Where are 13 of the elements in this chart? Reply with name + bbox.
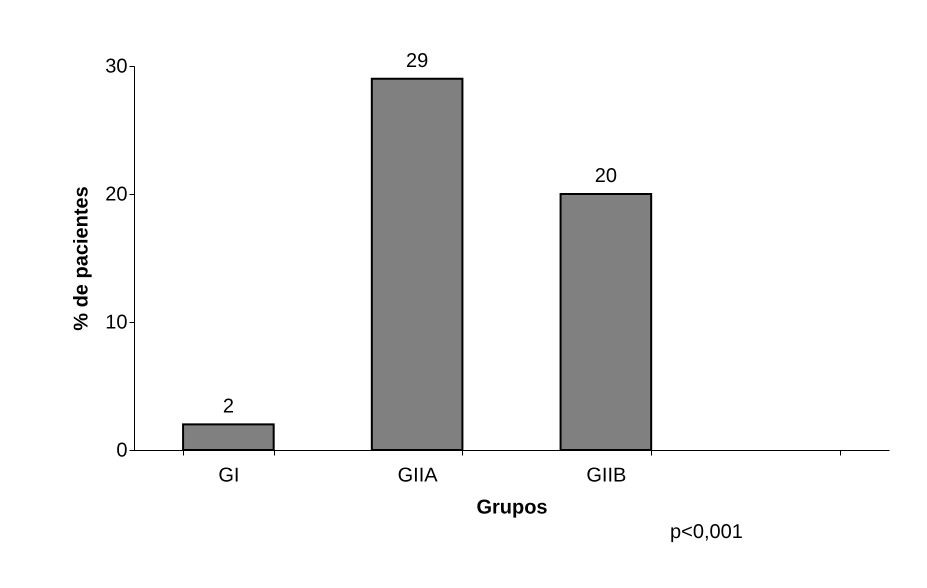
y-tick-label: 0 (116, 440, 128, 462)
data-label: 20 (594, 165, 617, 187)
x-tick-label: GI (218, 464, 240, 486)
y-tick-label: 30 (105, 56, 128, 78)
text: p<0,001 (670, 521, 743, 543)
x-tick-label: GIIB (586, 464, 626, 486)
data-label: 2 (222, 395, 234, 418)
y-tick-label: 20 (105, 184, 128, 206)
data-label: 29 (406, 50, 428, 72)
y-axis-title: % de pacientes (70, 186, 92, 331)
x-axis-title: Grupos (476, 496, 548, 518)
y-tick-label: 10 (105, 312, 128, 334)
x-tick-label: GIIA (398, 464, 438, 486)
